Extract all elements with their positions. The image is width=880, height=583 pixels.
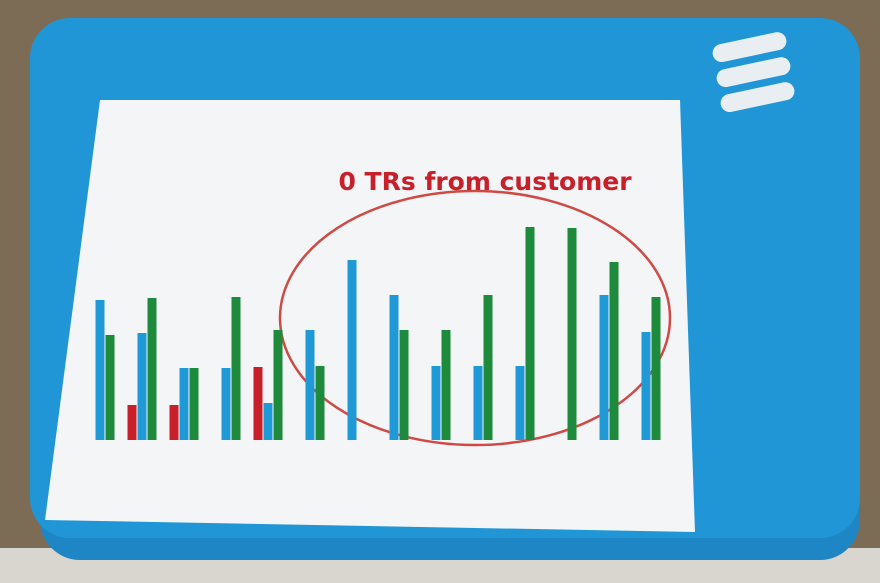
bar — [526, 227, 535, 440]
bar — [190, 368, 199, 440]
bar — [348, 260, 357, 440]
paper — [45, 100, 695, 532]
bar — [274, 330, 283, 440]
bar — [442, 330, 451, 440]
bar — [170, 405, 179, 440]
photo: 0 TRs from customer — [0, 0, 880, 583]
bar — [484, 295, 493, 440]
bar — [106, 335, 115, 440]
bar — [254, 367, 263, 440]
bar — [432, 366, 441, 440]
bar — [652, 297, 661, 440]
bar — [148, 298, 157, 440]
bar — [316, 366, 325, 440]
bar — [400, 330, 409, 440]
bar — [180, 368, 189, 440]
bar — [128, 405, 137, 440]
bar — [516, 366, 525, 440]
bar — [264, 403, 273, 440]
bar — [96, 300, 105, 440]
bar — [232, 297, 241, 440]
annotation: 0 TRs from customer — [338, 167, 632, 196]
bar — [222, 368, 231, 440]
bar — [138, 333, 147, 440]
bar — [568, 228, 577, 440]
bar — [610, 262, 619, 440]
bar — [600, 295, 609, 440]
bar — [306, 330, 315, 440]
bar — [642, 332, 651, 440]
bar — [474, 366, 483, 440]
bar — [390, 295, 399, 440]
